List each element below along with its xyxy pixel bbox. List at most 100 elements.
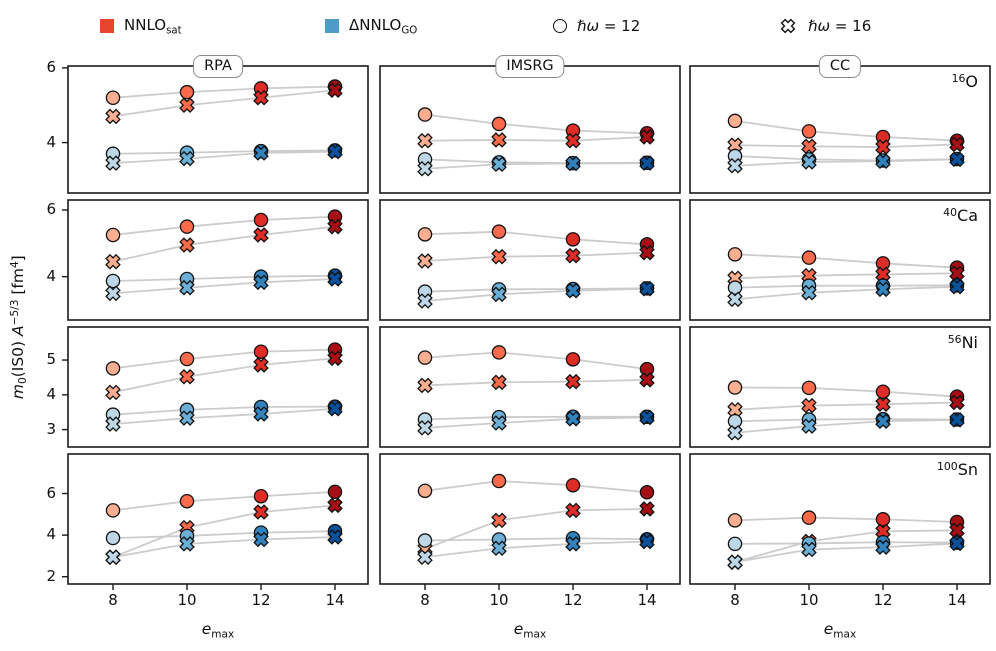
x-tick-label: 10: [799, 591, 819, 609]
subplot-IMSRG-100Sn: [379, 453, 681, 585]
series-line-dNNLOgo_hw12: [424, 287, 648, 293]
label-segment: GO: [401, 25, 418, 37]
x-marker: [327, 400, 343, 417]
panel-background: [380, 454, 680, 584]
x-marker: [105, 285, 121, 302]
x-marker: [179, 368, 195, 385]
legend-label: ΔNNLOGO: [349, 16, 417, 36]
x-marker: [565, 247, 581, 264]
series-line-NNLOsat_hw16: [424, 251, 648, 262]
series-line-dNNLOgo_hw16: [734, 542, 958, 564]
x-marker: [105, 549, 121, 565]
x-marker: [253, 274, 269, 291]
x-marker: [949, 136, 965, 153]
x-tick-label: 10: [489, 591, 509, 609]
series-line-dNNLOgo_hw12: [112, 274, 336, 282]
label-segment: e: [201, 620, 212, 638]
circle-marker: [179, 84, 195, 100]
panel-background: [68, 454, 368, 584]
x-marker: [949, 278, 965, 295]
subplot-RPA-100Sn: [67, 453, 369, 585]
circle-marker: [565, 352, 581, 367]
subplot-CC-56Ni: [689, 326, 991, 448]
x-marker: [565, 502, 581, 519]
circle-marker: [727, 113, 743, 129]
legend-circle-marker: [553, 19, 567, 33]
circle-marker: [491, 473, 507, 489]
x-marker: [105, 253, 121, 270]
label-segment: e: [513, 620, 524, 638]
label-segment: 40: [943, 206, 958, 220]
x-marker: [875, 153, 891, 170]
circle-marker: [801, 380, 817, 396]
legend-item-2: ℏω = 12: [553, 14, 640, 38]
x-marker: [639, 280, 655, 297]
series-line-NNLOsat_hw16: [734, 401, 958, 411]
label-segment: (IS0): [8, 335, 27, 378]
label-segment: 56: [947, 333, 962, 347]
series-line-NNLOsat_hw12: [112, 215, 336, 236]
x-marker: [565, 282, 581, 299]
series-line-NNLOsat_hw12: [112, 85, 336, 99]
circle-marker: [105, 530, 121, 546]
circle-marker: [253, 344, 269, 359]
x-marker: [565, 536, 581, 552]
series-line-NNLOsat_hw16: [424, 378, 648, 387]
series-line-dNNLOgo_hw16: [734, 285, 958, 301]
subplot-IMSRG-16O: [379, 65, 681, 194]
series-line-dNNLOgo_hw12: [112, 149, 336, 155]
subplot-CC-16O: [689, 65, 991, 194]
legend-label: ℏω = 12: [577, 17, 640, 35]
x-marker: [801, 397, 817, 414]
subplot-CC-40Ca: [689, 199, 991, 321]
circle-marker: [727, 414, 743, 429]
x-marker: [417, 420, 433, 436]
label-segment: 0: [17, 377, 30, 384]
series-line-NNLOsat_hw12: [424, 351, 648, 370]
label-segment: Sn: [957, 460, 978, 479]
x-marker: [639, 155, 655, 171]
x-marker: [491, 286, 507, 303]
label-segment: = 12: [599, 17, 641, 35]
legend: NNLOsat ΔNNLOGO ℏω = 12 ℏω = 16: [0, 0, 996, 46]
label-segment: Ni: [961, 333, 978, 352]
circle-marker: [875, 512, 891, 527]
x-marker: [875, 539, 891, 555]
subplot-IMSRG-56Ni: [379, 326, 681, 448]
x-marker: [327, 271, 343, 287]
y-tick-label: 4: [46, 525, 56, 544]
x-marker: [417, 377, 433, 394]
y-tick-label: 4: [46, 132, 56, 151]
x-marker: [727, 157, 743, 174]
legend-swatch-nnlosat: [100, 19, 114, 33]
y-tick-label: 3: [46, 419, 56, 438]
label-segment: ℏω: [577, 17, 600, 35]
panel-border: [689, 453, 991, 585]
x-marker: [417, 132, 433, 149]
circle-marker: [179, 493, 195, 509]
circle-marker: [253, 488, 269, 504]
x-marker: [327, 143, 343, 160]
panel-background: [690, 66, 990, 193]
circle-marker: [417, 483, 433, 499]
x-marker: [727, 424, 743, 441]
legend-label: NNLOsat: [124, 16, 182, 36]
circle-marker: [727, 280, 743, 295]
series-line-dNNLOgo_hw12: [734, 418, 958, 423]
legend-label: ℏω = 16: [808, 17, 871, 35]
x-marker: [565, 411, 581, 427]
x-marker: [565, 155, 581, 172]
x-marker: [179, 150, 195, 167]
x-marker: [327, 497, 343, 514]
x-marker: [179, 237, 195, 253]
x-marker: [491, 540, 507, 557]
x-marker: [801, 284, 817, 301]
circle-marker: [491, 345, 507, 360]
circle-marker: [327, 484, 343, 500]
x-tick-label: 8: [108, 591, 118, 609]
subplot-RPA-40Ca: [67, 199, 369, 321]
series-line-NNLOsat_hw16: [112, 357, 336, 394]
x-marker: [179, 97, 195, 113]
nucleus-label-16O: 16O: [830, 72, 978, 91]
